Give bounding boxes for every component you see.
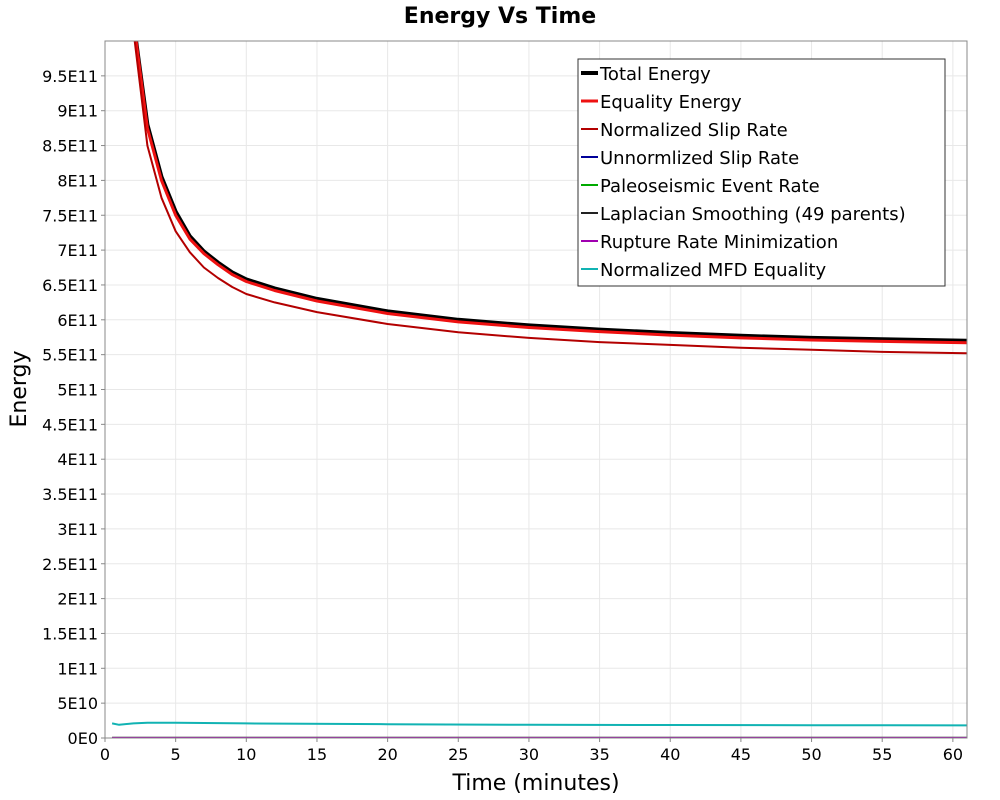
x-tick-label: 55: [872, 745, 892, 764]
series-layer: [111, 41, 967, 738]
series-line-total-energy: [134, 41, 967, 343]
y-tick-label: 4E11: [57, 450, 98, 469]
legend-box: [577, 58, 946, 287]
x-tick-label: 20: [377, 745, 397, 764]
y-tick-label: 2E11: [57, 590, 98, 609]
series-line-normalized-mfd-equality: [111, 721, 967, 727]
x-tick-label: 60: [943, 745, 963, 764]
legend-label: Equality Energy: [600, 92, 742, 113]
x-tick-label: 25: [448, 745, 468, 764]
y-tick-label: 1E11: [57, 659, 98, 678]
legend-label: Normalized Slip Rate: [600, 120, 788, 141]
y-tick-label: 9.5E11: [42, 67, 98, 86]
y-tick-label: 8E11: [57, 171, 98, 190]
y-tick-label: 2.5E11: [42, 555, 98, 574]
x-tick-label: 10: [236, 745, 256, 764]
series-line-normalized-slip-rate: [133, 41, 967, 355]
y-tick-label: 4.5E11: [42, 415, 98, 434]
y-tick-label: 3E11: [57, 520, 98, 539]
x-axis-label: Time (minutes): [451, 771, 619, 796]
legend-label: Laplacian Smoothing (49 parents): [600, 204, 906, 225]
x-tick-label: 30: [519, 745, 539, 764]
legend-label: Paleoseismic Event Rate: [600, 176, 820, 197]
x-tick-label: 15: [307, 745, 327, 764]
y-axis: 0E0 5E10 1E11 1.5E11 2E11 2.5E11 3E11 3.5E11 4E1…: [42, 67, 105, 748]
y-tick-label: 3.5E11: [42, 485, 98, 504]
y-tick-label: 5E11: [57, 381, 98, 400]
y-tick-label: 7E11: [57, 241, 98, 260]
x-tick-label: 0: [100, 745, 110, 764]
y-tick-label: 7.5E11: [42, 206, 98, 225]
x-tick-label: 40: [660, 745, 680, 764]
x-axis: 0 5 10 15 20 25 30 35 40 45 50 55 60: [100, 738, 963, 764]
chart-title: Energy Vs Time: [404, 4, 596, 29]
y-axis-label: Energy: [7, 350, 32, 427]
legend: Total Energy Equality Energy Normalized Sl…: [577, 58, 946, 287]
x-tick-label: 5: [171, 745, 181, 764]
y-tick-label: 5E10: [57, 694, 98, 713]
legend-label: Normalized MFD Equality: [600, 260, 827, 281]
legend-label: Unnormlized Slip Rate: [600, 148, 799, 169]
y-tick-label: 8.5E11: [42, 137, 98, 156]
legend-label: Total Energy: [599, 64, 711, 85]
y-tick-label: 6E11: [57, 311, 98, 330]
y-tick-label: 5.5E11: [42, 346, 98, 365]
x-tick-label: 50: [801, 745, 821, 764]
y-tick-label: 1.5E11: [42, 624, 98, 643]
x-tick-label: 35: [589, 745, 609, 764]
series-line-equality-energy: [134, 41, 967, 345]
y-tick-label: 0E0: [68, 729, 98, 748]
y-tick-label: 6.5E11: [42, 276, 98, 295]
y-tick-label: 9E11: [57, 102, 98, 121]
legend-label: Rupture Rate Minimization: [600, 232, 838, 253]
x-tick-label: 45: [731, 745, 751, 764]
